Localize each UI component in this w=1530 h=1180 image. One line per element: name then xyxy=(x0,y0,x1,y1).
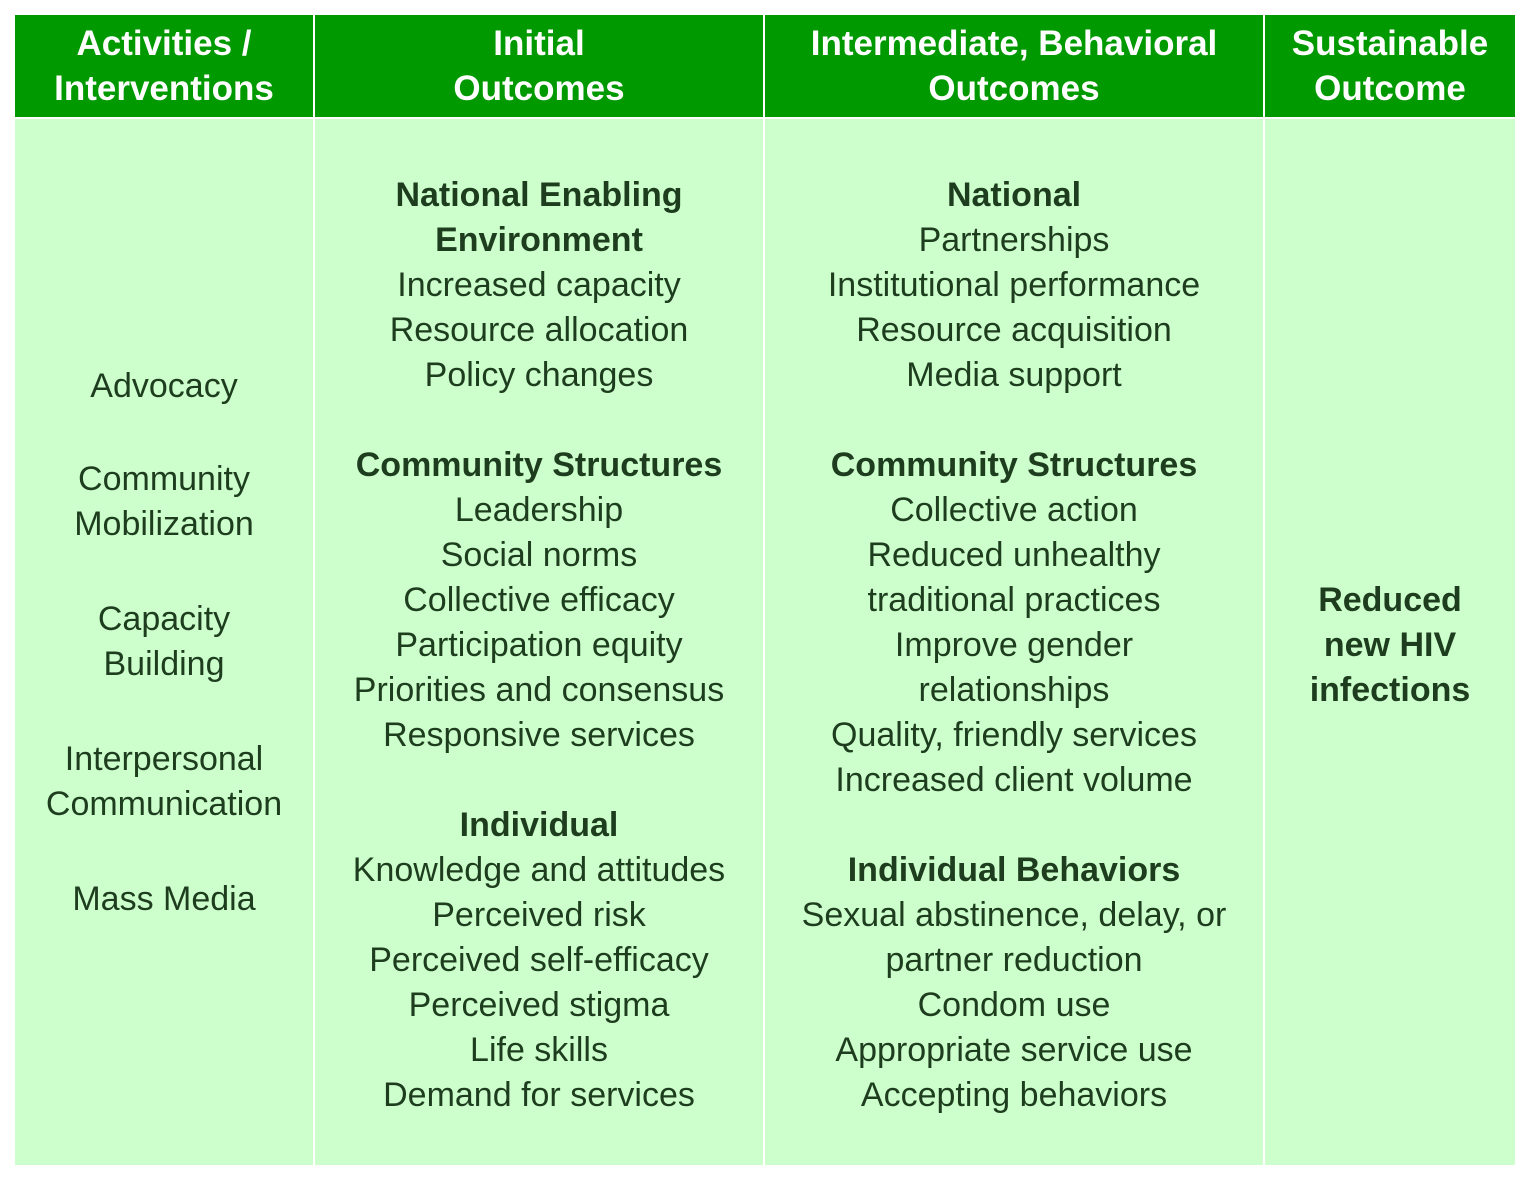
sustainable-outcome-line1: Reduced xyxy=(1318,581,1462,619)
intermediate-individual-section: Individual Behaviors Sexual abstinence, … xyxy=(765,848,1263,1118)
intermediate-national-item: Media support xyxy=(906,356,1122,394)
intermediate-national-section: National Partnerships Institutional perf… xyxy=(765,173,1263,398)
initial-outcomes-column: National Enabling Environment Increased … xyxy=(315,119,763,1165)
intermediate-community-title: Community Structures xyxy=(830,446,1198,484)
initial-community-item: Social norms xyxy=(440,536,638,574)
activity-advocacy: Advocacy xyxy=(90,367,238,405)
activity-capacity-building-line2: Building xyxy=(103,645,225,683)
header-sustainable-outcome: Sustainable Outcome xyxy=(1265,15,1515,117)
initial-national-item: Policy changes xyxy=(424,356,654,394)
intermediate-community-item: traditional practices xyxy=(867,581,1161,619)
intermediate-community-item: Collective action xyxy=(890,491,1138,529)
initial-national-item: Resource allocation xyxy=(389,311,689,349)
initial-national-item: Increased capacity xyxy=(397,266,681,304)
sustainable-outcome-line2: new HIV xyxy=(1323,626,1457,664)
initial-individual-item: Perceived self-efficacy xyxy=(369,941,709,979)
initial-individual-item: Perceived stigma xyxy=(408,986,670,1024)
intermediate-national-title: National xyxy=(946,176,1082,214)
initial-community-item: Responsive services xyxy=(383,716,695,754)
activity-interpersonal-communication-line2: Communication xyxy=(45,785,283,823)
initial-individual-title: Individual xyxy=(459,806,619,844)
initial-community-item: Leadership xyxy=(454,491,624,529)
intermediate-community-item: Increased client volume xyxy=(835,761,1193,799)
initial-community-title: Community Structures xyxy=(355,446,723,484)
initial-individual-item: Perceived risk xyxy=(432,896,646,934)
initial-individual-section: Individual Knowledge and attitudes Perce… xyxy=(315,803,763,1118)
header-activities-line1: Activities / xyxy=(76,24,252,63)
intermediate-national-item: Partnerships xyxy=(918,221,1110,259)
header-sustainable-line1: Sustainable xyxy=(1291,24,1489,63)
intermediate-individual-item: Accepting behaviors xyxy=(860,1076,1168,1114)
initial-individual-item: Life skills xyxy=(470,1031,608,1069)
sustainable-outcome-column: Reduced new HIV infections xyxy=(1265,119,1515,1165)
initial-community-item: Participation equity xyxy=(395,626,683,664)
header-initial-line2: Outcomes xyxy=(453,69,625,108)
initial-individual-item: Knowledge and attitudes xyxy=(352,851,726,889)
header-intermediate-line1: Intermediate, Behavioral xyxy=(810,24,1218,63)
intermediate-community-section: Community Structures Collective action R… xyxy=(765,443,1263,803)
intermediate-individual-item: Condom use xyxy=(917,986,1111,1024)
initial-individual-item: Demand for services xyxy=(383,1076,695,1114)
intermediate-national-item: Resource acquisition xyxy=(856,311,1172,349)
intermediate-outcomes-column: National Partnerships Institutional perf… xyxy=(765,119,1263,1165)
activity-community-mobilization-line2: Mobilization xyxy=(74,505,254,543)
intermediate-individual-item: partner reduction xyxy=(885,941,1143,979)
sustainable-outcome-line3: infections xyxy=(1309,671,1471,709)
intermediate-individual-item: Sexual abstinence, delay, or xyxy=(801,896,1227,934)
activity-interpersonal-communication-line1: Interpersonal xyxy=(64,740,264,778)
activities-column: Advocacy Community Mobilization Capacity… xyxy=(15,119,313,1165)
header-initial-outcomes: Initial Outcomes xyxy=(315,15,763,117)
intermediate-individual-item: Appropriate service use xyxy=(835,1031,1193,1069)
header-activities: Activities / Interventions xyxy=(15,15,313,117)
intermediate-community-item: Quality, friendly services xyxy=(831,716,1197,754)
intermediate-community-item: relationships xyxy=(918,671,1110,709)
header-intermediate-outcomes: Intermediate, Behavioral Outcomes xyxy=(765,15,1263,117)
intermediate-community-item: Improve gender xyxy=(894,626,1134,664)
initial-national-title-line2: Environment xyxy=(435,221,643,259)
initial-national-title-line1: National Enabling xyxy=(395,176,683,214)
activity-capacity-building-line1: Capacity xyxy=(97,600,231,638)
intermediate-individual-title: Individual Behaviors xyxy=(847,851,1181,889)
logic-model-table: Activities / Interventions Initial Outco… xyxy=(15,15,1515,1165)
header-sustainable-line2: Outcome xyxy=(1314,69,1466,108)
header-intermediate-line2: Outcomes xyxy=(928,69,1100,108)
activity-community-mobilization-line1: Community xyxy=(78,460,250,498)
intermediate-national-item: Institutional performance xyxy=(827,266,1201,304)
initial-national-section: National Enabling Environment Increased … xyxy=(315,173,763,398)
header-activities-line2: Interventions xyxy=(54,69,274,108)
initial-community-item: Priorities and consensus xyxy=(353,671,725,709)
initial-community-section: Community Structures Leadership Social n… xyxy=(315,443,763,758)
header-initial-line1: Initial xyxy=(493,24,585,63)
intermediate-community-item: Reduced unhealthy xyxy=(867,536,1161,574)
activity-mass-media: Mass Media xyxy=(72,880,256,918)
initial-community-item: Collective efficacy xyxy=(403,581,675,619)
